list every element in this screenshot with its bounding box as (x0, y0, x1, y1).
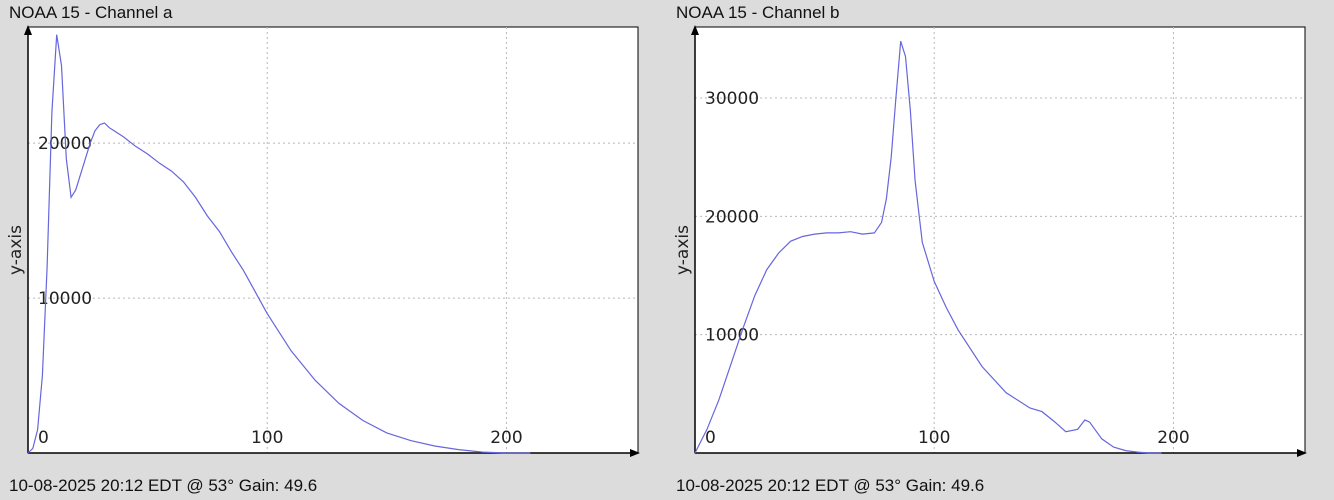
x-tick-label: 100 (251, 428, 283, 448)
series-line (27, 34, 531, 454)
chart-title: NOAA 15 - Channel b (676, 3, 840, 22)
x-tick-label: 0 (705, 428, 716, 448)
chart-plot: 0 100 200 10000 20000 30000 y-axis (673, 25, 1307, 457)
y-axis-arrow-icon (691, 25, 699, 35)
y-tick-label: 10000 (38, 289, 92, 309)
x-tick-label: 200 (1157, 428, 1189, 448)
y-tick-label: 20000 (705, 207, 759, 227)
plot-area (27, 26, 639, 454)
chart-panel-channel-a: NOAA 15 - Channel a 0 100 200 10000 20000 y-a… (0, 0, 660, 500)
chart-title: NOAA 15 - Channel a (9, 3, 173, 22)
y-tick-label: 30000 (705, 89, 759, 109)
y-axis-label: y-axis (6, 225, 26, 275)
plot-area (694, 26, 1306, 454)
x-tick-label: 100 (918, 428, 950, 448)
chart-panel-channel-b: NOAA 15 - Channel b 0 100 200 10000 20000 300… (667, 0, 1327, 500)
y-axis-arrow-icon (24, 25, 32, 35)
x-tick-label: 200 (490, 428, 522, 448)
chart-footer-timestamp: 10-08-2025 20:12 EDT @ 53° Gain: 49.6 (9, 476, 318, 495)
x-axis-arrow-icon (630, 449, 640, 457)
x-axis-arrow-icon (1297, 449, 1307, 457)
y-axis-label: y-axis (673, 225, 693, 275)
y-tick-label: 10000 (705, 326, 759, 346)
chart-footer-timestamp: 10-08-2025 20:12 EDT @ 53° Gain: 49.6 (676, 476, 985, 495)
x-tick-label: 0 (38, 428, 49, 448)
series-line (694, 41, 1162, 454)
